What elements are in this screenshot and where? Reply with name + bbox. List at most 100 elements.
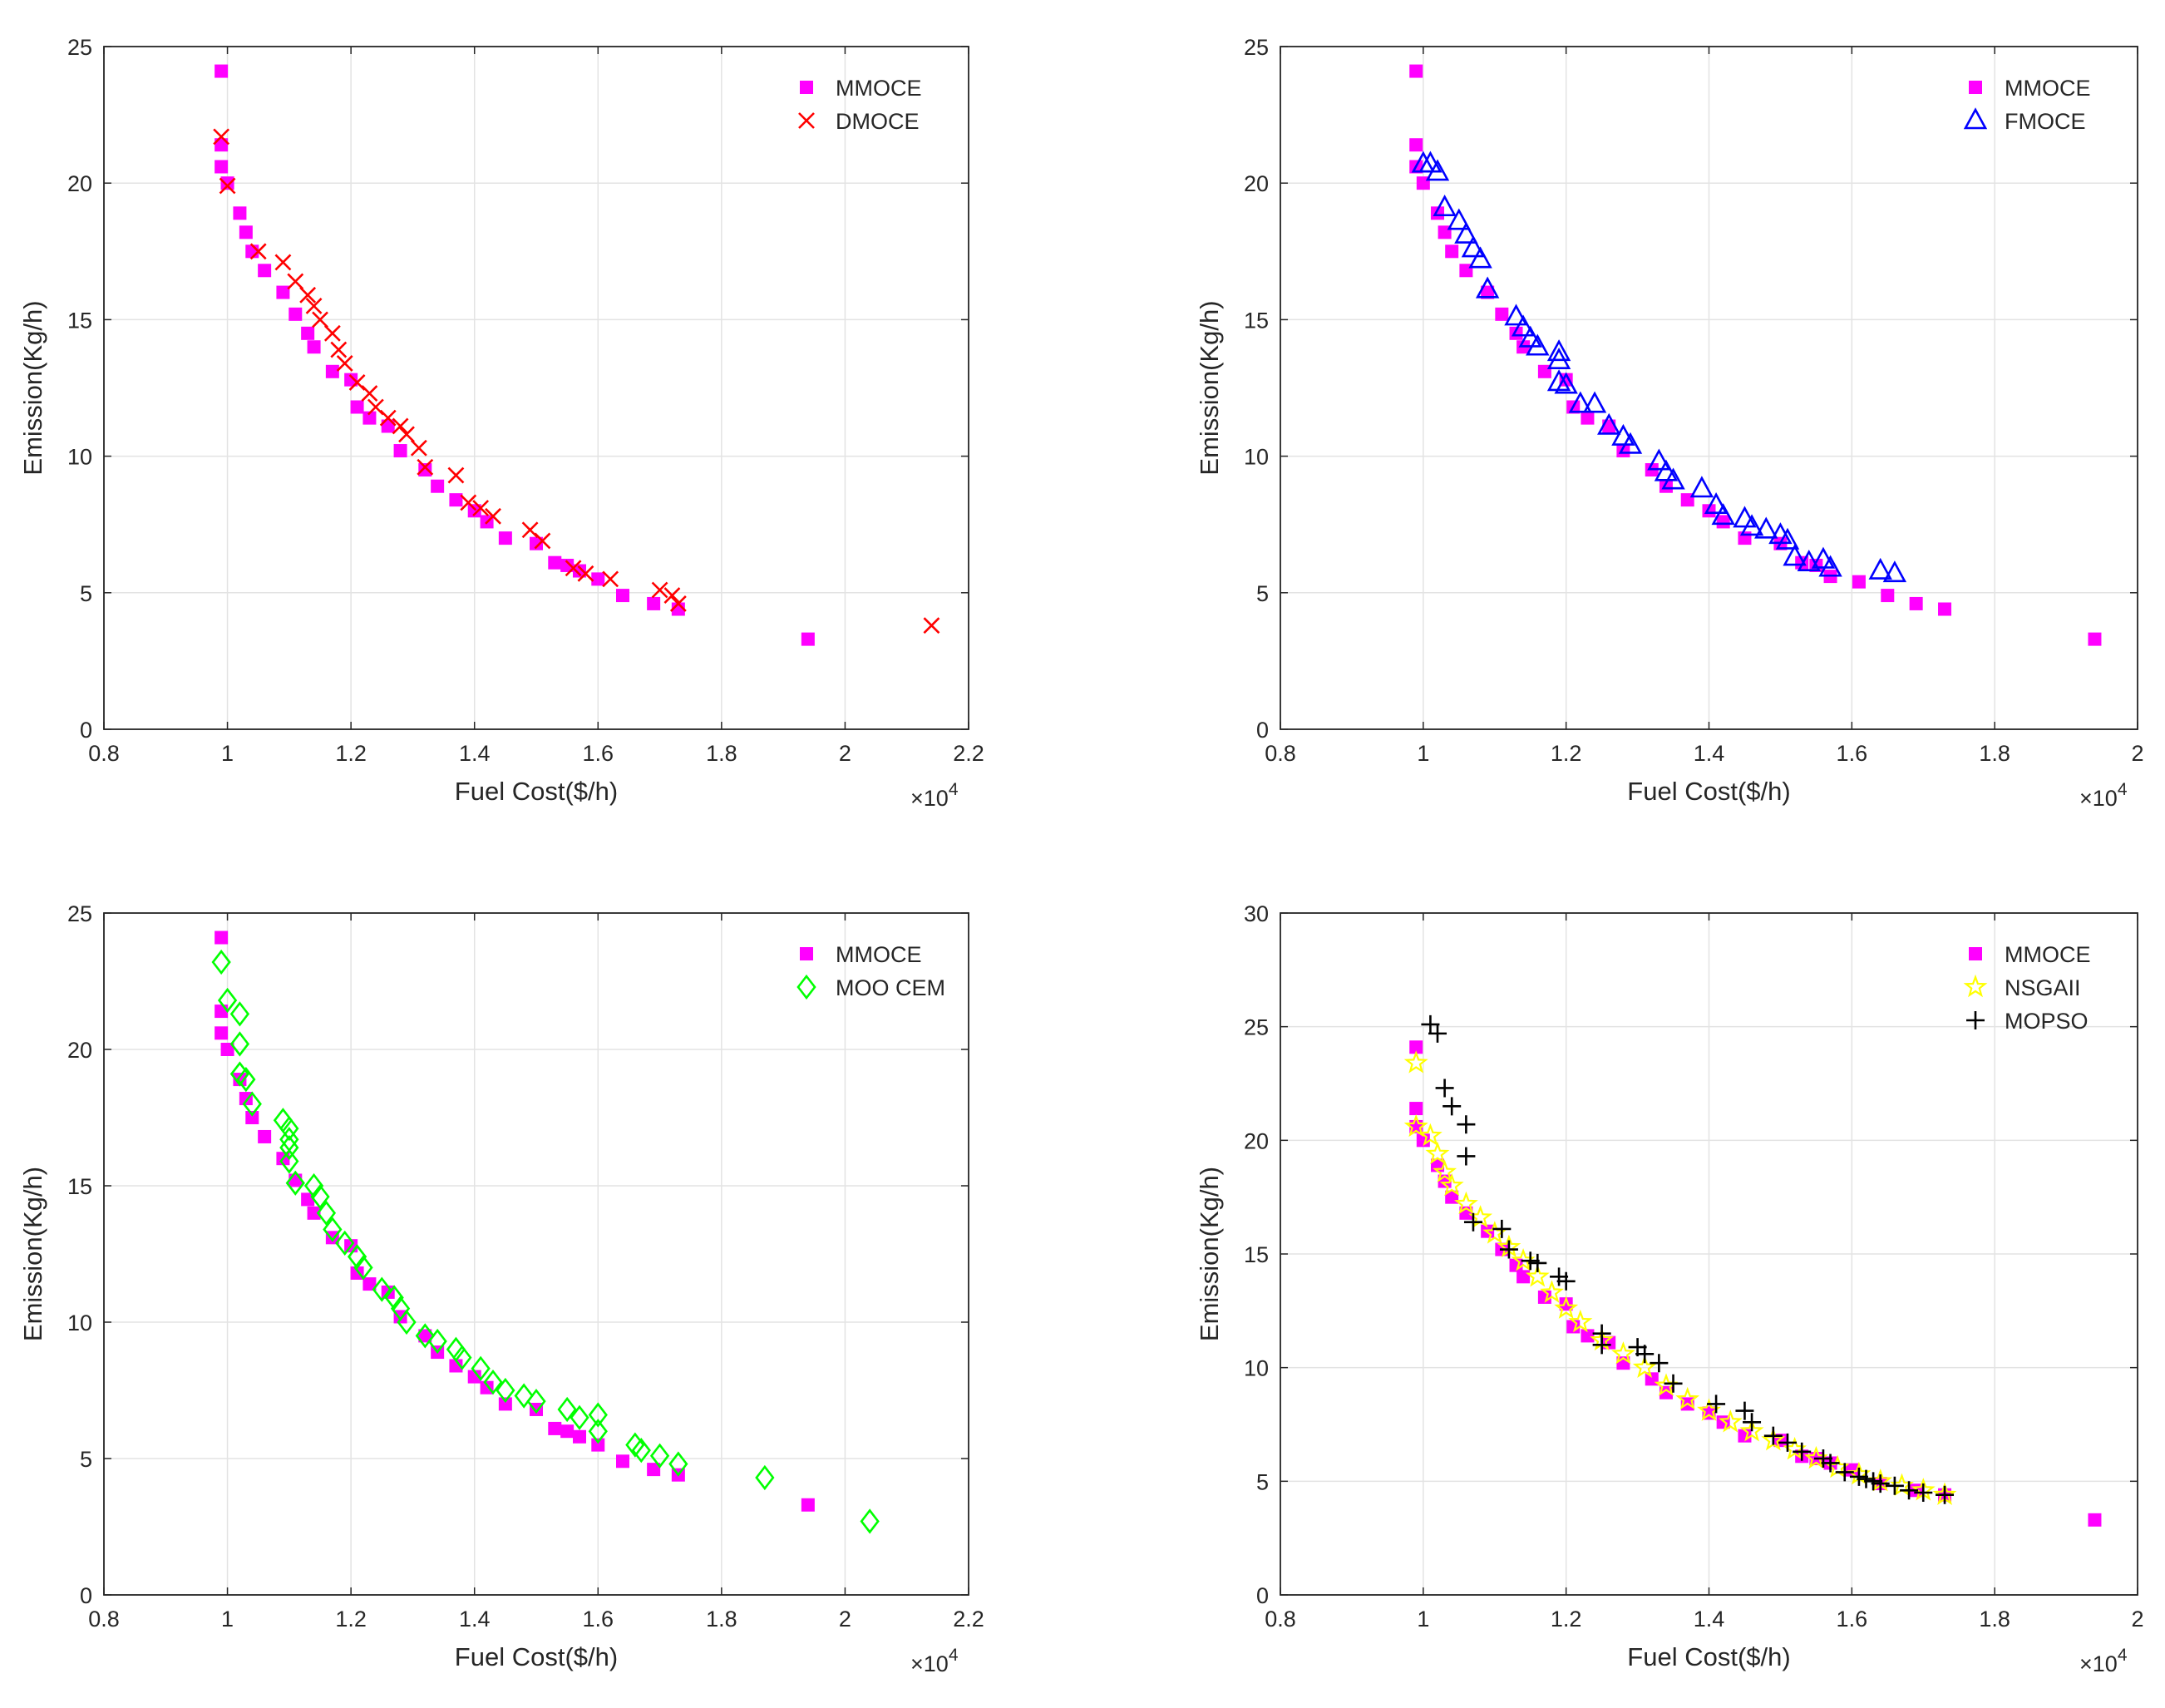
data-point [1518,325,1542,348]
data-point [923,617,940,634]
data-point [1702,504,1716,518]
data-point [274,254,292,271]
data-point [215,1026,229,1040]
y-tick-label: 15 [67,1174,92,1199]
data-point [1739,514,1764,536]
data-point [577,565,594,582]
data-point [1454,1191,1478,1215]
data-point [427,1328,447,1355]
data-point [417,458,434,476]
legend-marker [1966,1011,1985,1029]
data-point [1900,1481,1919,1500]
data-point [1739,1419,1764,1442]
y-tick-label: 25 [1244,1015,1269,1040]
data-point [323,324,341,342]
x-axis-multiplier: ×104 [910,1646,959,1676]
data-point [1821,1454,1840,1473]
y-tick-label: 20 [67,171,92,196]
x-axis-label: Fuel Cost($/h) [455,1642,618,1671]
y-tick-label: 10 [1244,1356,1269,1381]
data-point [323,1217,343,1242]
y-tick-label: 10 [67,445,92,470]
data-point [1568,391,1593,413]
data-point [1659,479,1673,493]
data-point [565,560,582,577]
data-point [1881,589,1895,603]
data-point [1457,1147,1476,1166]
data-point [1936,1485,1955,1504]
data-point [229,1001,250,1027]
data-point [2088,632,2102,646]
data-point [1914,1483,1933,1502]
data-point [573,1429,586,1444]
y-axis-label: Emission(Kg/h) [1195,300,1224,475]
data-point [460,494,477,511]
data-point [301,326,315,340]
data-point [1581,411,1595,425]
data-point [573,564,586,578]
data-point [384,1285,404,1311]
chart-panel-3: 0.8 1 1.2 1.4 1.6 1.8 2 2.2 0 5 10 15 20 25 Fuel Cost(… [18,901,984,1676]
series-mopso [1421,1014,1955,1504]
data-point [1433,1159,1457,1182]
x-tick-label: 1 [221,1607,234,1631]
data-point [215,931,229,945]
data-point [220,1043,234,1056]
series-mmoce [215,64,815,646]
data-point [410,439,427,457]
x-axis-multiplier: ×104 [2079,780,2128,811]
data-point [393,444,407,458]
data-point [472,500,490,516]
data-point [397,1309,417,1335]
data-point [801,632,815,646]
data-point [570,1404,589,1430]
x-tick-label: 2 [839,741,851,766]
data-point [1525,1264,1550,1287]
data-point [415,1323,435,1349]
data-point [1704,491,1729,515]
data-point [1554,1296,1579,1319]
legend-label: NSGAII [2005,975,2081,1000]
data-point [1425,1141,1450,1164]
data-point [1661,467,1685,490]
data-point [1689,476,1714,498]
data-point [616,1454,629,1469]
data-point [530,536,543,550]
x-tick-label: 1.6 [1837,1607,1868,1631]
y-axis-label: Emission(Kg/h) [18,300,47,475]
legend-label: FMOCE [2005,109,2086,134]
data-point [1528,1253,1547,1272]
data-point [215,1005,229,1019]
x-tick-label: 1.6 [583,741,614,766]
data-point [1868,557,1892,580]
data-point [651,581,668,599]
data-point [602,570,619,588]
data-point [303,1172,324,1199]
x-tick-label: 0.8 [1265,741,1296,766]
data-point [1475,276,1500,299]
data-point [467,504,481,518]
legend-label: DMOCE [836,109,920,134]
x-tick-label: 0.8 [88,741,120,766]
data-point [1650,1354,1669,1373]
data-point [1425,159,1450,181]
data-point [1499,1240,1518,1259]
legend-marker [1963,107,1988,130]
data-point [647,1463,661,1477]
data-point [1647,448,1671,471]
x-tick-label: 1.6 [1837,741,1868,766]
y-tick-label: 10 [1244,445,1269,470]
data-point [305,298,323,314]
data-point [229,1031,250,1057]
x-tick-label: 2.2 [953,1607,984,1631]
y-tick-label: 5 [1256,581,1269,606]
data-point [1592,1335,1611,1355]
x-tick-label: 1 [1417,1607,1429,1631]
data-point [353,1255,373,1281]
legend-label: MMOCE [2005,76,2091,101]
data-point [467,1370,481,1384]
data-point [398,426,415,443]
data-point [591,572,605,586]
data-point [330,341,348,358]
data-point [1454,221,1478,244]
